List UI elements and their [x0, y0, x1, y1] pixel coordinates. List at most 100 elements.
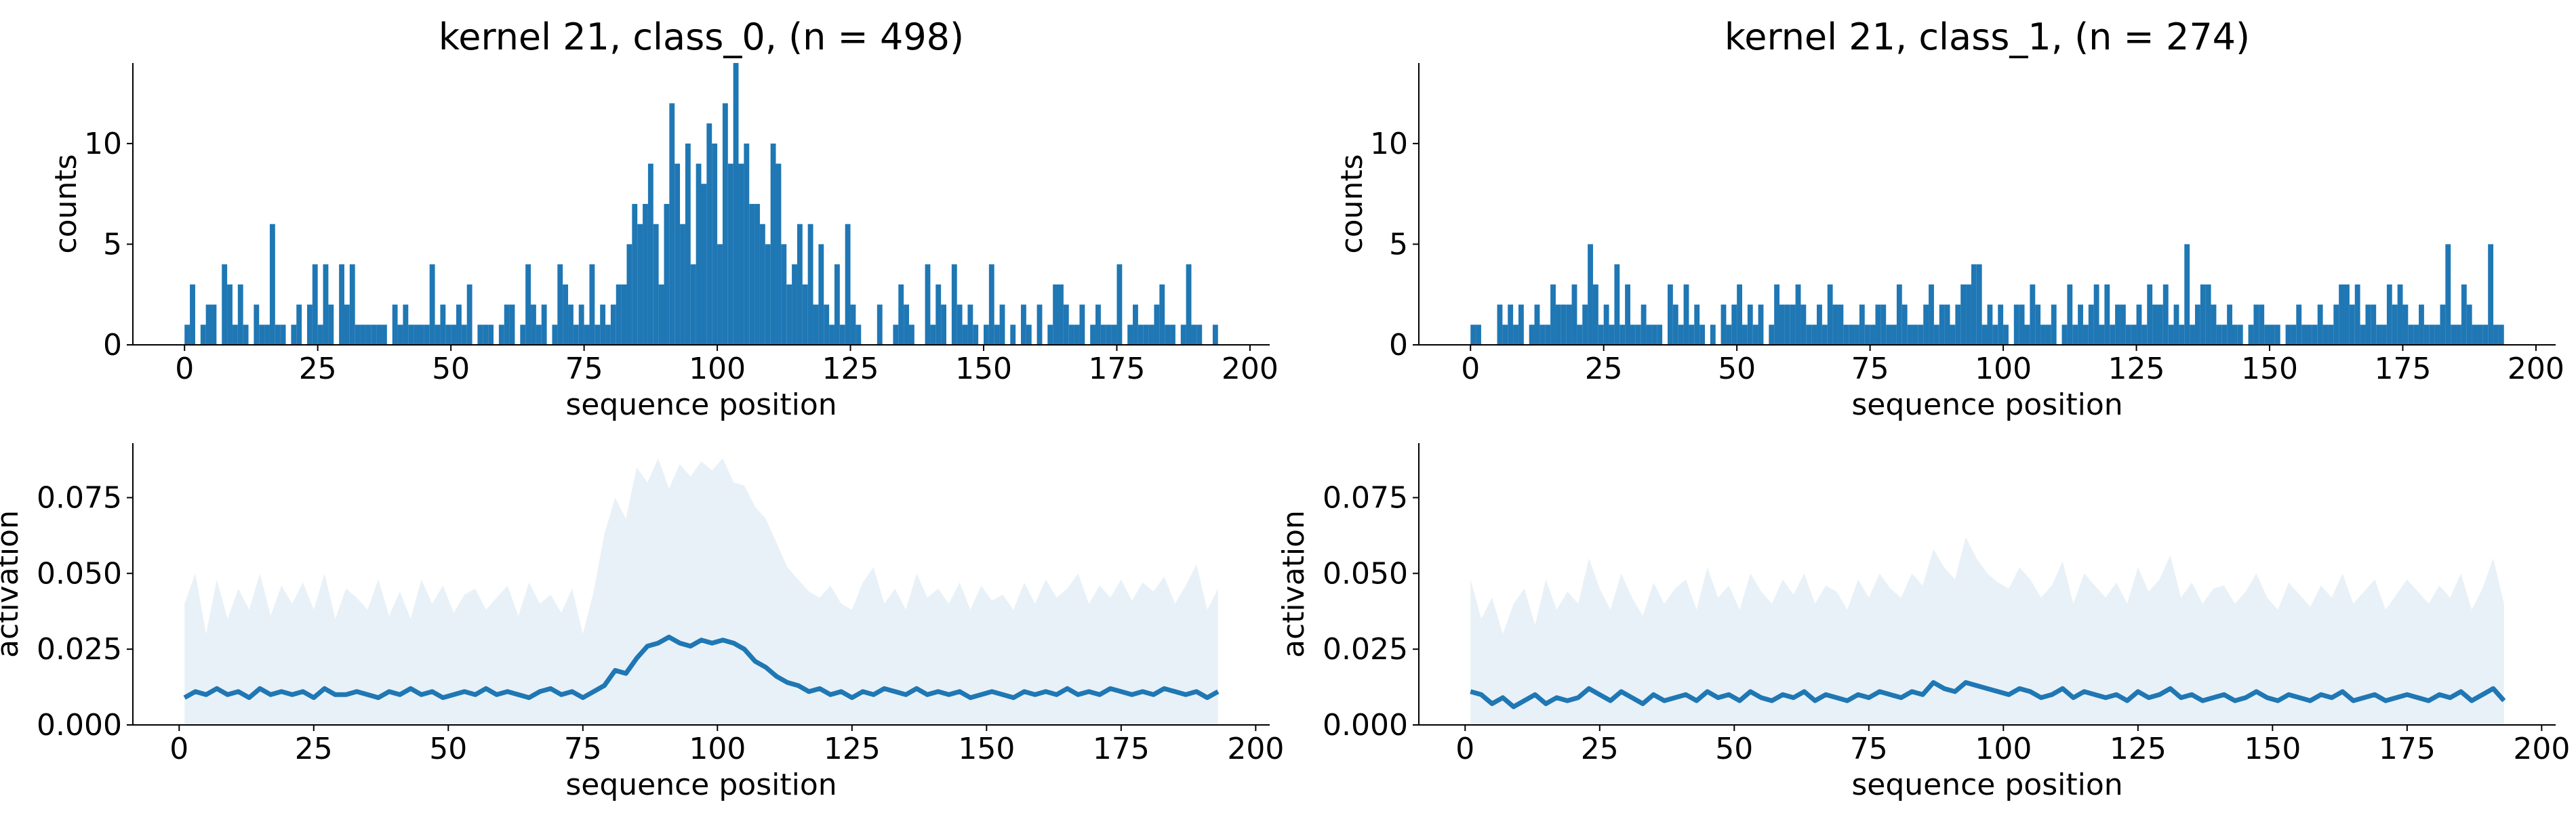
- histogram-bar: [1508, 304, 1514, 345]
- histogram-bar: [2402, 304, 2409, 345]
- histogram-bar: [2386, 284, 2392, 345]
- subplot: 0 25 50 75 100 125 150 175 200 0 5 10 sequence posit…: [1335, 16, 2564, 422]
- histogram-bar: [1588, 244, 1593, 345]
- histogram-bar: [1619, 325, 1626, 345]
- x-tick-label: 150: [2244, 732, 2301, 766]
- mean-line: [183, 634, 1220, 701]
- histogram-bar: [414, 325, 420, 345]
- y-tick-label: 10: [84, 127, 122, 161]
- histogram-bar: [1534, 304, 1540, 345]
- histogram-bar: [1577, 325, 1583, 345]
- histogram-bar: [1933, 325, 1939, 345]
- histogram-bar: [621, 284, 627, 345]
- histogram-bar: [1079, 304, 1085, 345]
- histogram-bar: [1561, 304, 1567, 345]
- x-tick-label: 150: [955, 352, 1012, 386]
- histogram-bar: [1811, 325, 1817, 345]
- y-axis-label: activation: [0, 510, 25, 658]
- histogram-bar: [2040, 325, 2046, 345]
- histogram-bar: [2333, 304, 2339, 345]
- histogram-bar: [498, 325, 504, 345]
- histogram-bar: [1901, 304, 1908, 345]
- histogram-bar: [2328, 325, 2334, 345]
- histogram-bar: [2498, 325, 2504, 345]
- x-tick-label: 200: [1222, 352, 1279, 386]
- histogram-bar: [765, 244, 771, 345]
- histogram-bar: [1971, 264, 1977, 345]
- histogram-bar: [1143, 325, 1149, 345]
- mean-line: [1470, 680, 2506, 709]
- histogram-bar: [669, 103, 675, 345]
- histogram-bar: [317, 325, 323, 345]
- histogram-bar: [1737, 284, 1743, 345]
- histogram-bar: [904, 304, 909, 345]
- chart-title: kernel 21, class_1, (n = 274): [1725, 16, 2250, 58]
- histogram-bar: [2162, 284, 2169, 345]
- x-tick-label: 200: [2508, 352, 2564, 386]
- histogram-bar: [1886, 325, 1892, 345]
- histogram-bar: [557, 264, 563, 345]
- histogram-bar: [744, 143, 750, 345]
- y-tick-label: 0.000: [37, 708, 122, 743]
- histogram-bar: [264, 325, 270, 345]
- histogram-bar: [1090, 325, 1096, 345]
- histogram-bar: [541, 304, 547, 345]
- x-tick-label: 50: [1715, 732, 1753, 766]
- histogram-bar: [1470, 325, 1476, 345]
- histogram-bar: [1657, 325, 1663, 345]
- histogram-bar: [2253, 304, 2259, 345]
- histogram-bar: [2173, 304, 2179, 345]
- histogram-bar: [1960, 284, 1967, 345]
- histogram-bar: [1165, 325, 1171, 345]
- histogram-bar: [2115, 304, 2120, 345]
- x-tick-label: 0: [1455, 732, 1474, 766]
- histogram-bar: [1603, 304, 1609, 345]
- histogram-bar: [1095, 304, 1101, 345]
- histogram-bar: [2227, 304, 2232, 345]
- histogram-bar: [2184, 244, 2190, 345]
- histogram-bar: [983, 325, 989, 345]
- histogram-bar: [190, 284, 195, 345]
- histogram-bar: [445, 325, 451, 345]
- x-tick-label: 75: [1850, 732, 1888, 766]
- x-tick-label: 200: [2513, 732, 2570, 766]
- x-tick-label: 75: [1851, 352, 1889, 386]
- histogram-bar: [306, 304, 313, 345]
- histogram-bar: [520, 325, 526, 345]
- x-axis-label: sequence position: [1851, 388, 2122, 422]
- histogram-bar: [2488, 244, 2494, 345]
- histogram-bar: [1100, 325, 1106, 345]
- band-area: [184, 458, 1218, 725]
- histogram-bar: [2423, 325, 2430, 345]
- histogram-bar: [637, 224, 643, 345]
- x-tick-label: 25: [299, 352, 337, 386]
- histogram-bar: [227, 284, 233, 345]
- histogram-bar: [595, 325, 601, 345]
- histogram-bar: [483, 325, 489, 345]
- histogram-bar: [2445, 244, 2451, 345]
- histogram-bar: [1518, 304, 1524, 345]
- histogram-bar: [1513, 325, 1518, 345]
- histogram-bar: [1555, 304, 1561, 345]
- histogram-bar: [1939, 304, 1945, 345]
- histogram-bar: [2461, 284, 2467, 345]
- histogram-bar: [1678, 325, 1684, 345]
- histogram-bar: [291, 325, 297, 345]
- y-tick-label: 5: [1389, 227, 1408, 262]
- histogram-bar: [1907, 325, 1913, 345]
- y-tick-label: 0.025: [37, 632, 122, 667]
- histogram-bar: [600, 304, 606, 345]
- histogram-bar: [706, 123, 712, 345]
- histogram-bar: [1832, 304, 1838, 345]
- histogram-bar: [360, 325, 366, 345]
- y-tick-label: 0.050: [1323, 556, 1408, 591]
- histogram-bar: [2339, 284, 2345, 345]
- histogram-bar: [1170, 325, 1175, 345]
- x-tick-label: 50: [429, 732, 467, 766]
- histogram-bar: [1058, 284, 1064, 345]
- histogram-bar: [951, 264, 957, 345]
- histogram-bar: [1646, 325, 1652, 345]
- histogram-bar: [877, 304, 883, 345]
- y-tick-label: 10: [1370, 127, 1408, 161]
- histogram-bar: [2376, 325, 2382, 345]
